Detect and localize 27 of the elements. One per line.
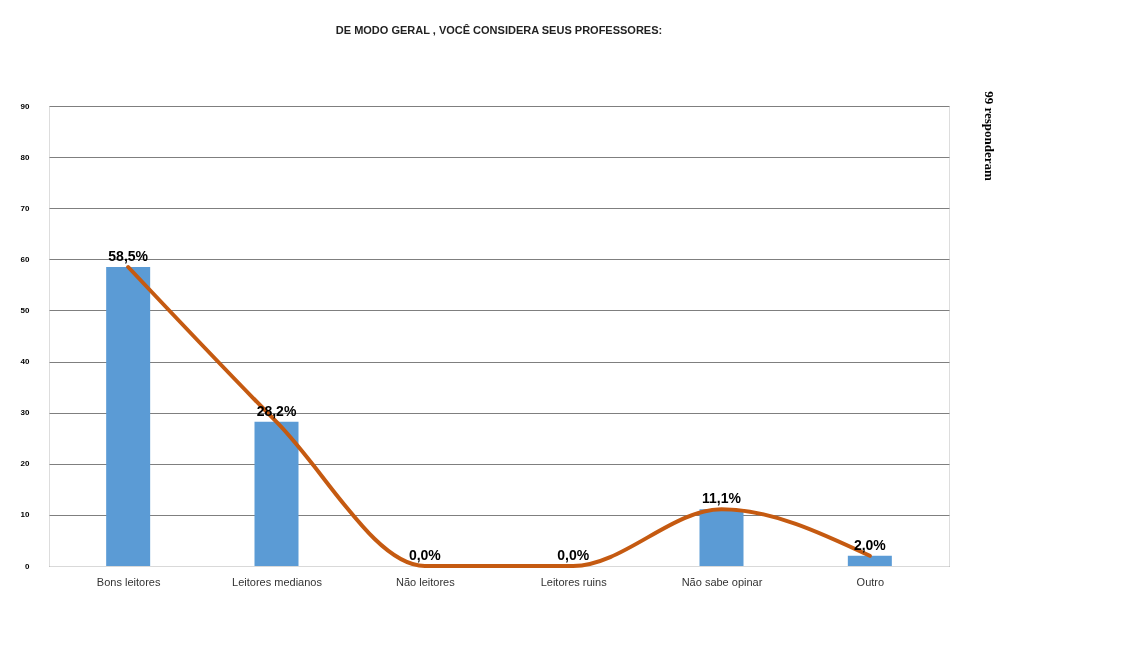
y-tick-label: 50: [20, 305, 31, 315]
text: 99 responderam: [982, 91, 997, 181]
y-tick-label: 70: [20, 203, 31, 213]
y-tick-label: 0: [25, 561, 31, 571]
data-label: 0,0%: [408, 547, 442, 563]
data-label: 0,0%: [557, 547, 590, 563]
y-tick-label: 80: [20, 152, 31, 162]
data-label: 58,5%: [108, 248, 149, 264]
x-tick-label: Leitores ruins: [540, 575, 608, 588]
bar: [254, 421, 299, 566]
chart-title: DE MODO GERAL , VOCÊ CONSIDERA SEUS PROFESSORES:: [335, 24, 663, 37]
x-tick-label: Outro: [856, 575, 885, 588]
x-tick-label: Não sabe opinar: [681, 575, 763, 588]
bar: [847, 555, 892, 566]
x-tick-label: Não leitores: [395, 575, 456, 588]
bar: [106, 267, 151, 566]
data-label: 11,1%: [702, 490, 742, 507]
y-tick-label: 20: [20, 459, 31, 469]
y-tick-label: 90: [20, 101, 31, 111]
y-tick-label: 60: [20, 254, 31, 264]
y-tick-label: 10: [20, 510, 31, 520]
y-tick-label: 30: [20, 408, 31, 418]
y-tick-label: 40: [20, 357, 31, 367]
bar: [699, 509, 744, 566]
x-tick-label: Leitores medianos: [232, 575, 323, 588]
data-label: 2,0%: [853, 536, 887, 553]
x-tick-label: Bons leitores: [96, 575, 161, 588]
